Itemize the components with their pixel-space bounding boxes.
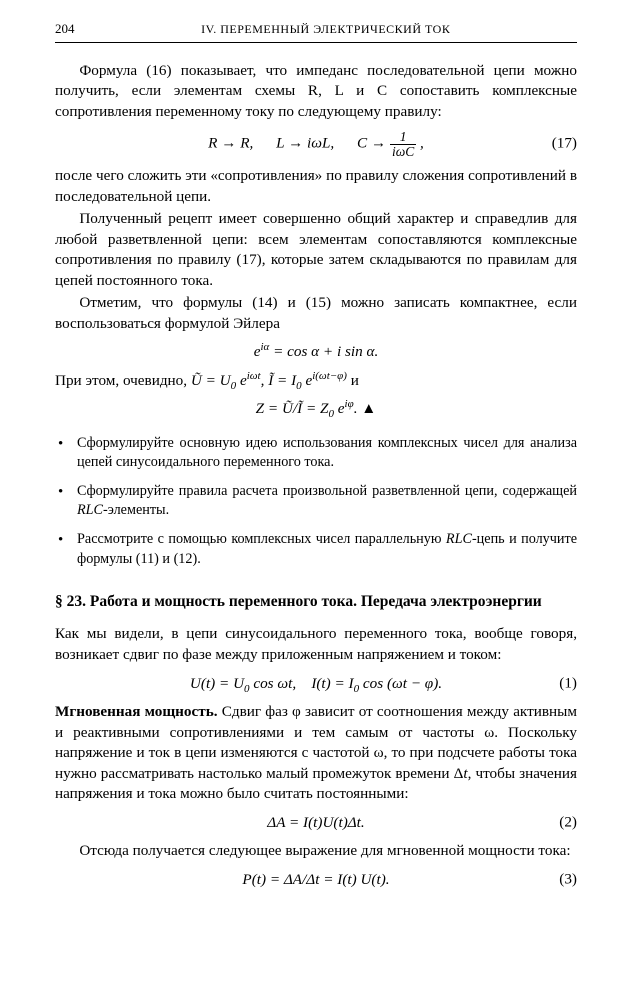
- paragraph: Отсюда получается следующее выражение дл…: [55, 841, 577, 862]
- page: 204 IV. ПЕРЕМЕННЫЙ ЭЛЕКТРИЧЕСКИЙ ТОК Фор…: [0, 0, 619, 928]
- bullet-item: Рассмотрите с помощью комплексных чисел …: [55, 530, 577, 568]
- eq-text: P(t) = ΔA/Δt = I(t) U(t).: [242, 871, 389, 888]
- bullet-item: Сформулируйте правила расчета произвольн…: [55, 482, 577, 520]
- equation-1: U(t) = U0 cos ωt, I(t) = I0 cos (ωt − φ)…: [55, 674, 577, 695]
- equation-euler: eiα = cos α + i sin α.: [55, 342, 577, 363]
- equation-number: (2): [559, 813, 577, 834]
- equation-number: (1): [559, 674, 577, 695]
- equation-3: P(t) = ΔA/Δt = I(t) U(t). (3): [55, 870, 577, 891]
- numerator: 1: [390, 130, 416, 145]
- paragraph: после чего сложить эти «сопротивления» п…: [55, 166, 577, 207]
- eq-part-b: L → iωL,: [276, 135, 334, 152]
- equation-z: Z = Ũ/Ĩ = Z0 eiφ. ▲: [55, 399, 577, 420]
- paragraph: Полученный рецепт имеет совершенно общий…: [55, 209, 577, 291]
- bullet-item: Сформулируйте основную идею использовани…: [55, 434, 577, 472]
- text: и: [347, 372, 359, 389]
- equation-number: (17): [552, 134, 577, 155]
- eq-text: U(t) = U0 cos ωt, I(t) = I0 cos (ωt − φ)…: [190, 675, 442, 692]
- paragraph: Отметим, что формулы (14) и (15) можно з…: [55, 293, 577, 334]
- page-header: 204 IV. ПЕРЕМЕННЫЙ ЭЛЕКТРИЧЕСКИЙ ТОК: [55, 20, 577, 43]
- bullet-list: Сформулируйте основную идею использовани…: [55, 434, 577, 569]
- fraction: 1iωC: [390, 130, 416, 158]
- page-number: 204: [55, 20, 75, 38]
- eq-text: ΔA = I(t)U(t)Δt.: [267, 814, 364, 831]
- eq-part-c-pre: C →: [357, 135, 390, 152]
- section-heading: § 23. Работа и мощность переменного тока…: [55, 591, 577, 613]
- paragraph: Мгновенная мощность. Сдвиг фаз φ зависит…: [55, 702, 577, 805]
- equation-2: ΔA = I(t)U(t)Δt. (2): [55, 813, 577, 834]
- paragraph: Формула (16) показывает, что импеданс по…: [55, 61, 577, 123]
- denominator: iωC: [390, 145, 416, 159]
- eq-part-a: R → R,: [208, 135, 253, 152]
- equation-17: R → R, L → iωL, C → 1iωC , (17): [55, 130, 577, 158]
- paragraph: При этом, очевидно, Ũ = U0 eiωt, Ĩ = I0 …: [55, 371, 577, 392]
- eq-part-c-post: ,: [416, 135, 424, 152]
- chapter-title: IV. ПЕРЕМЕННЫЙ ЭЛЕКТРИЧЕСКИЙ ТОК: [75, 21, 578, 37]
- text: При этом, очевидно,: [55, 372, 191, 389]
- paragraph: Как мы видели, в цепи синусоидального пе…: [55, 624, 577, 665]
- inline-eq: Ũ = U0 eiωt, Ĩ = I0 ei(ωt−φ): [191, 372, 347, 389]
- equation-number: (3): [559, 870, 577, 891]
